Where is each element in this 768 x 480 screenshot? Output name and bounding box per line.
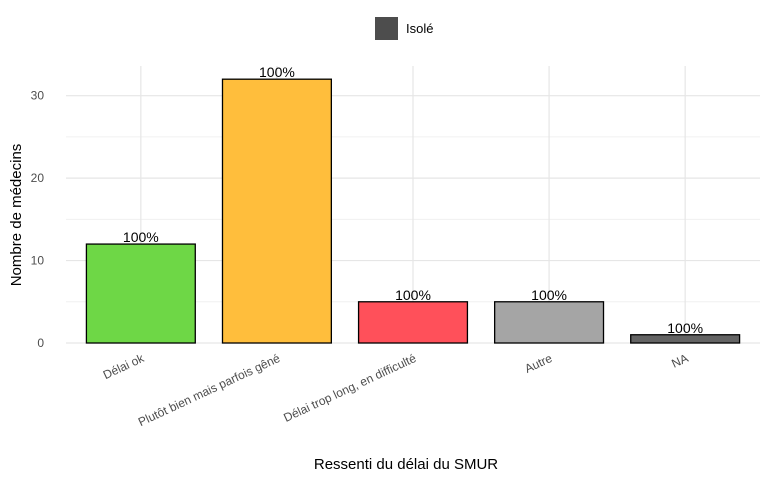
bar-value-label: 100% [259, 64, 295, 80]
bars [85, 78, 741, 344]
x-tick-label: Autre [522, 351, 554, 376]
bar [85, 243, 196, 344]
bar-value-label: 100% [123, 229, 159, 245]
x-axis-title: Ressenti du délai du SMUR [314, 456, 498, 473]
x-tick-label: Délai trop long, en difficulté [281, 351, 418, 425]
x-tick-label: Plutôt bien mais parfois gêné [136, 351, 282, 429]
y-axis-title: Nombre de médecins [8, 144, 25, 287]
legend-label: Isolé [406, 21, 434, 36]
x-tick-label: Délai ok [101, 351, 147, 382]
x-tick-label: NA [669, 351, 690, 371]
bar [221, 78, 333, 344]
bar-labels: 100% 100% 100% 100% 100% [123, 64, 703, 336]
bar-value-label: 100% [667, 320, 703, 336]
y-tick-label: 20 [31, 171, 45, 185]
bar [493, 301, 605, 344]
bar [630, 334, 741, 344]
y-axis-ticks: 0 10 20 30 [31, 89, 45, 350]
bar-value-label: 100% [531, 287, 567, 303]
bar [357, 301, 469, 344]
y-tick-label: 10 [31, 254, 45, 268]
y-tick-label: 0 [37, 336, 44, 350]
legend-swatch [375, 17, 398, 40]
y-tick-label: 30 [31, 89, 45, 103]
legend: Isolé [375, 17, 433, 40]
bar-value-label: 100% [395, 287, 431, 303]
